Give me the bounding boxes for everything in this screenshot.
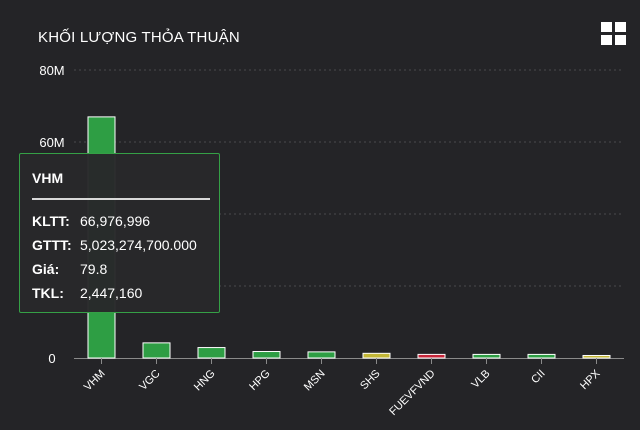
x-tick-label: VLB xyxy=(469,368,492,391)
tooltip-row-gttt: GTTT: 5,023,274,700.000 xyxy=(32,237,197,253)
grid-menu-icon[interactable] xyxy=(601,22,627,46)
tooltip-row-kltt: KLTT: 66,976,996 xyxy=(32,213,150,229)
bar-msn[interactable] xyxy=(307,351,336,359)
y-tick-label: 0 xyxy=(48,351,55,366)
x-tick-label: VGC xyxy=(137,368,162,393)
tooltip-label: Giá: xyxy=(32,261,60,277)
x-tick-label: VHM xyxy=(82,368,108,394)
tooltip-row-tkl: TKL: 2,447,160 xyxy=(32,285,142,301)
tooltip-divider xyxy=(32,198,210,200)
bar-vlb[interactable] xyxy=(472,353,501,359)
bar-hpg[interactable] xyxy=(252,351,281,359)
bar-hng[interactable] xyxy=(197,347,226,359)
tooltip-value: 2,447,160 xyxy=(80,285,143,301)
y-tick-label: 80M xyxy=(39,63,64,78)
tooltip-label: KLTT: xyxy=(32,213,70,229)
tooltip: VHM KLTT: 66,976,996 GTTT: 5,023,274,700.0… xyxy=(19,153,220,313)
bar-vgc[interactable] xyxy=(142,342,171,359)
tooltip-row-gia: Giá: 79.8 xyxy=(32,261,107,277)
x-tick-label: HPG xyxy=(247,368,272,393)
x-tick-label: HNG xyxy=(192,368,218,394)
x-tick-label: SHS xyxy=(358,368,382,392)
x-tick-label: MSN xyxy=(302,368,328,394)
x-tick-label: FUEVFVND xyxy=(387,368,437,418)
tooltip-title: VHM xyxy=(32,170,64,186)
x-tick-label: HPX xyxy=(578,367,603,392)
bar-cii[interactable] xyxy=(527,353,556,359)
tooltip-value: 5,023,274,700.000 xyxy=(80,237,197,253)
tooltip-value: 79.8 xyxy=(80,261,108,277)
tooltip-label: GTTT: xyxy=(32,237,72,253)
bar-hpx[interactable] xyxy=(582,354,611,359)
chart-title: KHỐI LƯỢNG THỎA THUẬN xyxy=(38,29,240,46)
bar-shs[interactable] xyxy=(362,352,391,359)
bar-fuevfvnd[interactable] xyxy=(417,353,446,359)
y-tick-label: 60M xyxy=(39,135,64,150)
tooltip-label: TKL: xyxy=(32,285,64,301)
x-tick-label: CII xyxy=(529,368,547,386)
tooltip-value: 66,976,996 xyxy=(80,213,151,229)
